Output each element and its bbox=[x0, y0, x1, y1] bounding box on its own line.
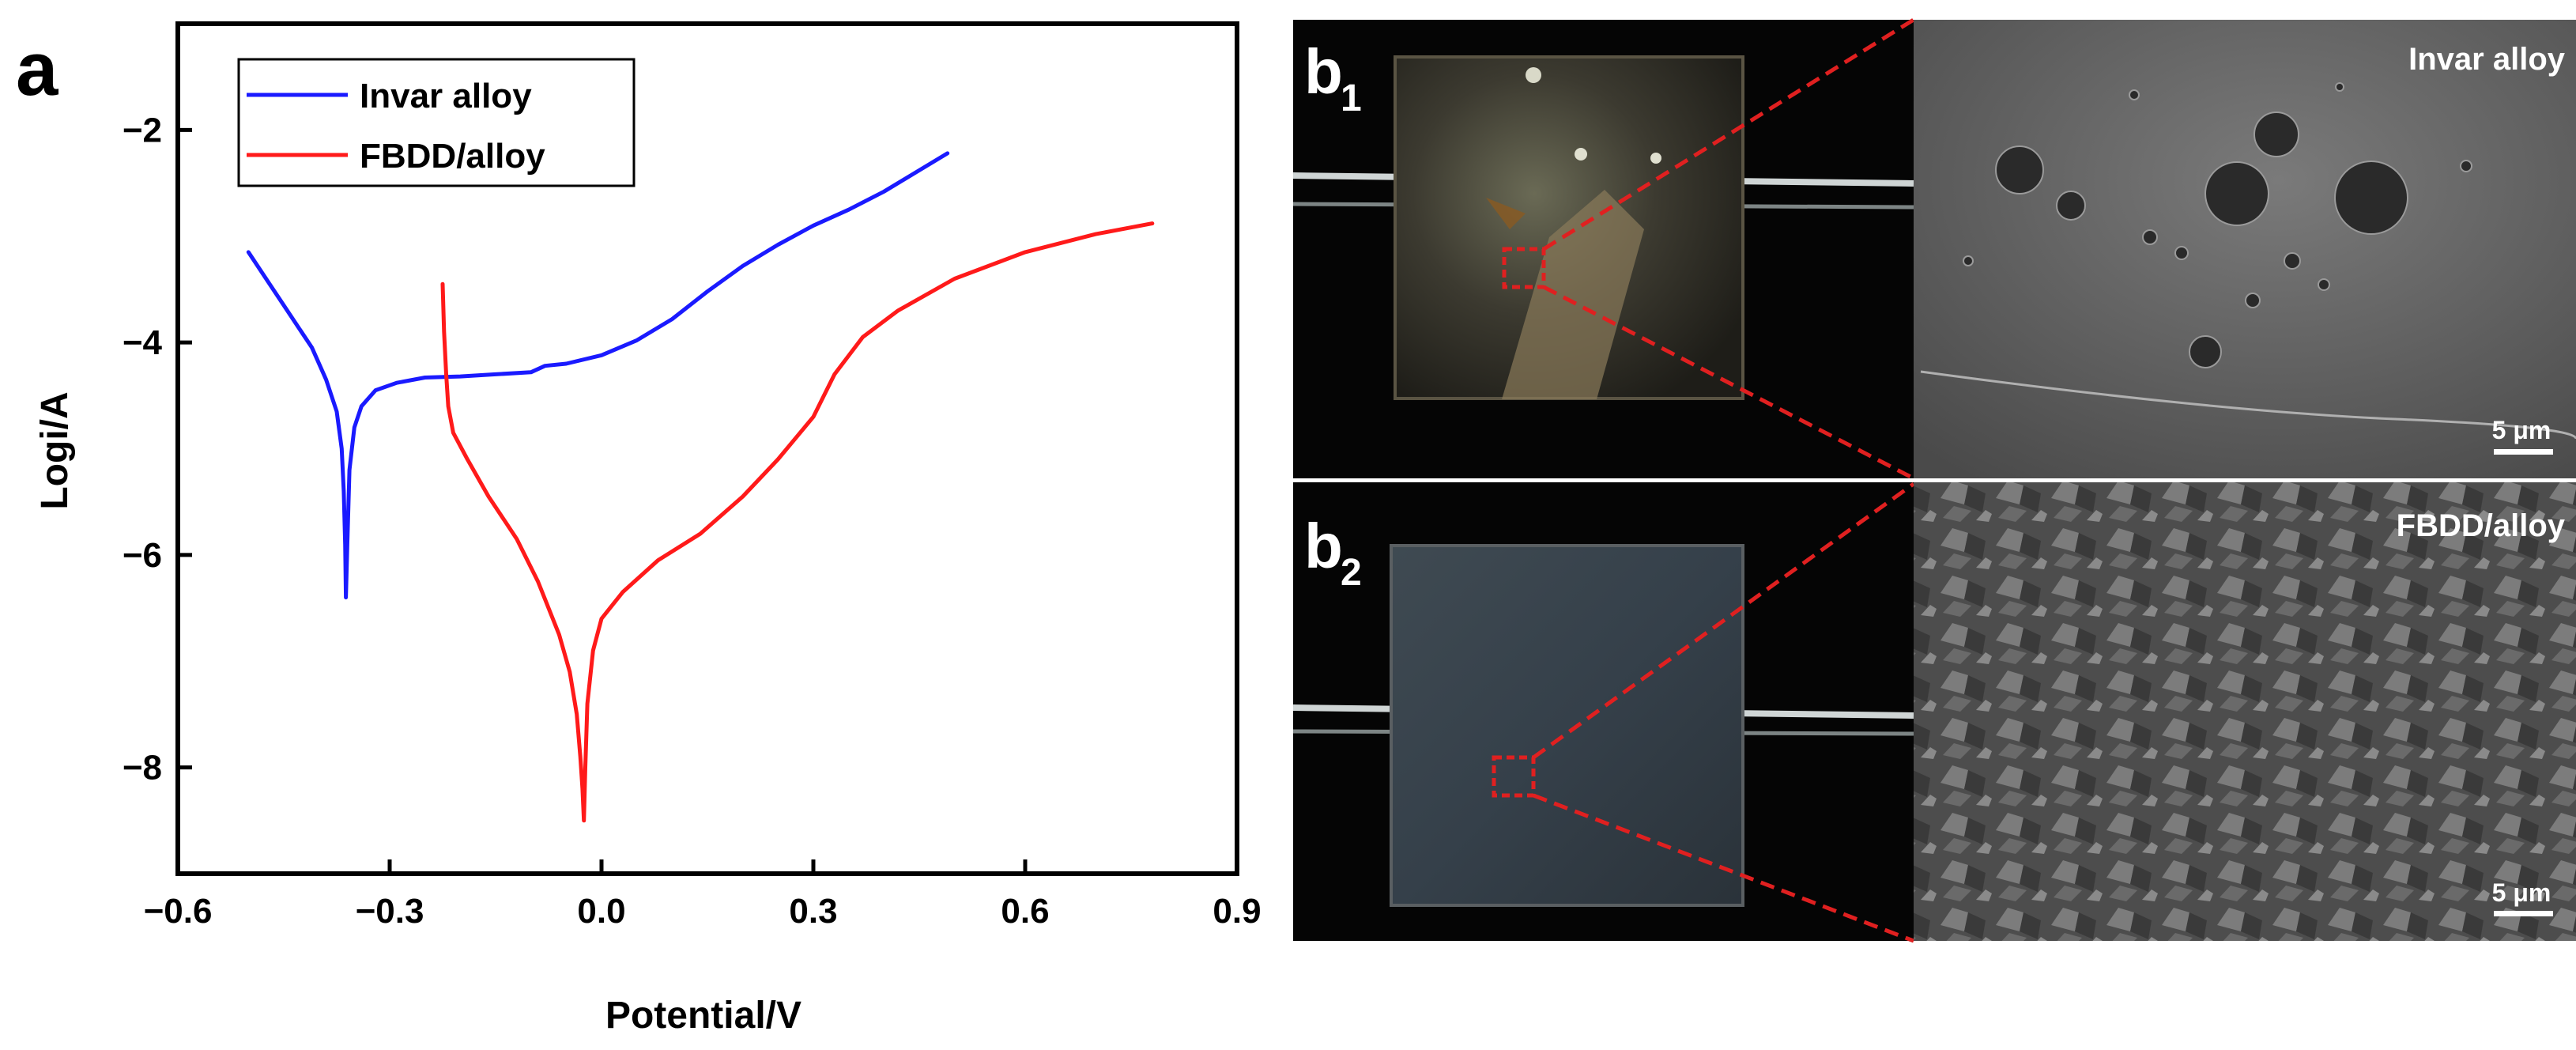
b1-zoom-box bbox=[1502, 247, 1546, 289]
b1-rust-streak bbox=[1502, 190, 1644, 399]
b1-white-spot-1 bbox=[1526, 67, 1541, 83]
b1-index: 1 bbox=[1341, 77, 1362, 119]
y-tick-label: −8 bbox=[123, 749, 162, 788]
b2-fbdd-sample bbox=[1390, 544, 1744, 907]
series-group bbox=[246, 151, 1155, 823]
b1-sem-scratch bbox=[1920, 370, 2576, 440]
series-line-invar-alloy bbox=[246, 151, 950, 600]
x-axis-title: Potential/V bbox=[605, 995, 801, 1037]
panel-divider bbox=[1293, 478, 2576, 482]
panel-b1: b 1 Invar alloy 5 μm bbox=[1292, 17, 2576, 481]
x-tick-label: −0.3 bbox=[356, 892, 424, 931]
b2-sem-label: FBDD/alloy bbox=[2397, 508, 2566, 543]
b2-sem-image bbox=[1914, 482, 2576, 941]
b2-letter: b bbox=[1304, 511, 1343, 581]
series-line-fbdd-alloy bbox=[440, 221, 1155, 823]
x-tick-label: 0.6 bbox=[1001, 892, 1049, 931]
panel-b2: b 2 FBDD/alloy 5 μm bbox=[1292, 482, 2576, 943]
b1-sem-image bbox=[1914, 20, 2576, 478]
b2-zoom-line-top bbox=[1532, 482, 1915, 760]
legend: Invar alloy FBDD/alloy bbox=[237, 58, 636, 187]
panel-a-letter: a bbox=[16, 27, 58, 111]
b2-zoom-line-bottom bbox=[1533, 793, 1914, 943]
x-tick-label: 0.3 bbox=[789, 892, 837, 931]
b2-index: 2 bbox=[1341, 552, 1362, 594]
b1-rust-spot bbox=[1486, 198, 1526, 229]
x-tick-labels: −0.6 −0.3 0.0 0.3 0.6 0.9 bbox=[144, 892, 1262, 931]
b1-zoom-line-bottom bbox=[1542, 285, 1915, 481]
b1-scale-bar bbox=[2494, 449, 2553, 455]
b1-white-spot-2 bbox=[1575, 148, 1587, 161]
legend-label-invar: Invar alloy bbox=[360, 77, 532, 115]
x-tick-label: 0.9 bbox=[1213, 892, 1261, 931]
legend-box bbox=[237, 58, 636, 187]
b1-white-spot-3 bbox=[1650, 153, 1661, 164]
b1-sem-label: Invar alloy bbox=[2408, 42, 2566, 77]
y-tick-labels: −8 −6 −4 −2 bbox=[123, 111, 163, 787]
y-tick-label: −4 bbox=[123, 323, 163, 362]
y-tick-label: −2 bbox=[123, 111, 162, 149]
x-tick-label: 0.0 bbox=[577, 892, 625, 931]
b1-zoom-line-top bbox=[1542, 17, 1915, 251]
axis-ticks bbox=[175, 127, 1239, 874]
b2-zoom-box bbox=[1492, 755, 1536, 798]
y-tick-label: −6 bbox=[123, 536, 162, 575]
y-axis-title: Logi/A bbox=[34, 391, 76, 509]
plot-frame bbox=[175, 21, 1239, 876]
legend-label-fbdd: FBDD/alloy bbox=[360, 137, 545, 176]
b2-scale-text: 5 μm bbox=[2492, 878, 2551, 907]
b1-letter: b bbox=[1304, 36, 1343, 107]
b2-scale-bar bbox=[2494, 911, 2553, 916]
b1-sem-pits bbox=[1963, 82, 2472, 368]
x-tick-label: −0.6 bbox=[144, 892, 213, 931]
b1-scale-text: 5 μm bbox=[2492, 416, 2551, 444]
